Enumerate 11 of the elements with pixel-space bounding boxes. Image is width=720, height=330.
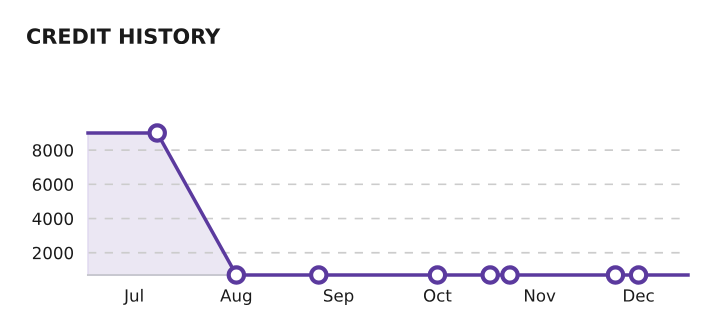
y-tick-label: 6000 (32, 178, 74, 191)
x-tick-label: Nov (525, 289, 556, 302)
y-tick-label: 8000 (32, 144, 74, 157)
x-tick-label: Jul (123, 288, 143, 305)
y-tick-label: 4000 (32, 212, 74, 226)
y-tick-label: 2000 (32, 246, 74, 260)
x-tick-label: Sep (324, 289, 354, 306)
x-tick-label: Dec (624, 289, 654, 302)
chart-title: CREDIT HISTORY (27, 28, 220, 44)
x-tick-label: Oct (424, 289, 452, 302)
x-tick-label: Aug (220, 289, 252, 306)
